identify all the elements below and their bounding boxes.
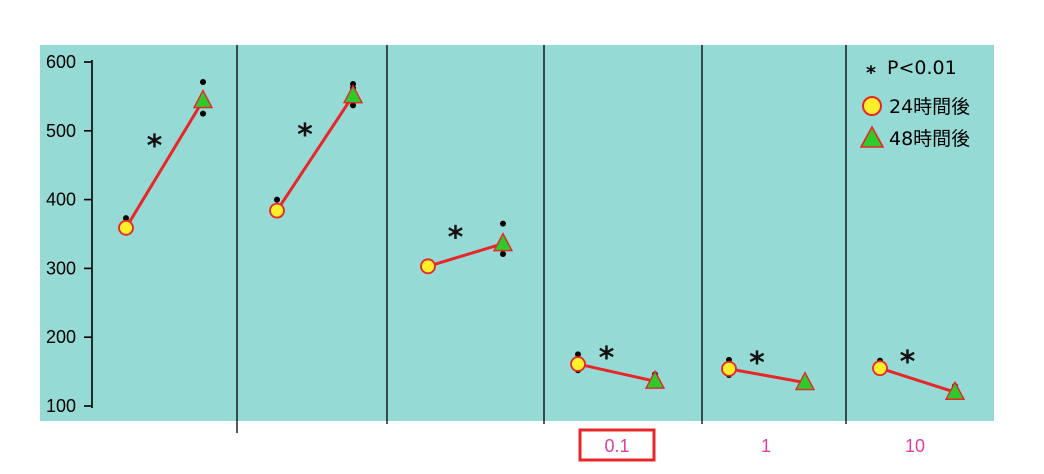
data-point-48h [350, 81, 356, 88]
data-point-48h [500, 220, 506, 227]
mean-marker-24h [721, 360, 737, 377]
plot-background [40, 45, 994, 421]
data-point-24h [575, 351, 581, 358]
significance-star: * [599, 341, 615, 376]
y-tick-label: 600 [46, 52, 76, 72]
legend-label-48h: 48時間後 [889, 128, 970, 150]
data-point-48h [200, 78, 206, 85]
mean-line [879, 366, 956, 394]
y-tick-label: 400 [46, 190, 76, 210]
x-axis-label: 1 [761, 436, 771, 456]
panel: * [721, 346, 816, 391]
significance-star: * [900, 345, 916, 380]
significance-star: * [749, 346, 765, 381]
mean-marker-48h [192, 89, 214, 109]
mean-marker-48h [794, 371, 816, 391]
x-axis-labels: 0.1 1 10 [578, 428, 925, 462]
panel: * [118, 78, 214, 236]
mean-marker-24h [872, 360, 888, 377]
y-tick-label: 500 [46, 121, 76, 141]
y-tick-label: 200 [46, 327, 76, 347]
legend: * P<0.01 24時間後 48時間後 [859, 57, 970, 150]
mean-line [728, 367, 806, 385]
data-point-48h [200, 110, 206, 117]
mean-marker-48h [492, 232, 514, 252]
y-axis: 100 200 300 400 500 600 [46, 52, 93, 416]
mean-marker-24h [570, 356, 586, 372]
panels: * * * * * * [118, 78, 966, 400]
mean-line [427, 242, 504, 268]
x-axis-label: 0.1 [604, 436, 629, 456]
legend-label-24h: 24時間後 [889, 96, 970, 118]
y-tick-label: 100 [46, 396, 76, 416]
legend-pvalue: P<0.01 [887, 57, 957, 79]
mean-line [275, 94, 355, 212]
significance-star: * [448, 221, 464, 256]
mean-marker-48h [342, 84, 364, 104]
panel: * [420, 220, 514, 275]
panel: * [872, 345, 966, 400]
data-point-24h [274, 196, 280, 203]
data-point-48h [350, 102, 356, 109]
legend-triangle-icon [859, 125, 885, 148]
y-tick-label: 300 [46, 258, 76, 278]
panel: * [269, 81, 364, 219]
data-point-24h [123, 215, 129, 222]
legend-circle-icon [862, 96, 882, 116]
panel: * [570, 341, 666, 389]
panel-dividers [236, 45, 847, 433]
mean-marker-48h [944, 380, 966, 400]
mean-marker-48h [644, 369, 666, 389]
highlight-box [578, 428, 656, 462]
legend-pvalue-star: * [866, 62, 876, 84]
mean-marker-24h [269, 202, 285, 219]
mean-line [124, 99, 205, 229]
mean-marker-24h [118, 219, 134, 236]
mean-marker-24h [420, 258, 436, 275]
data-point-48h [500, 250, 506, 257]
significance-star: * [147, 129, 163, 164]
mean-line [577, 362, 656, 383]
significance-star: * [297, 118, 313, 153]
x-axis-label: 10 [905, 436, 925, 456]
